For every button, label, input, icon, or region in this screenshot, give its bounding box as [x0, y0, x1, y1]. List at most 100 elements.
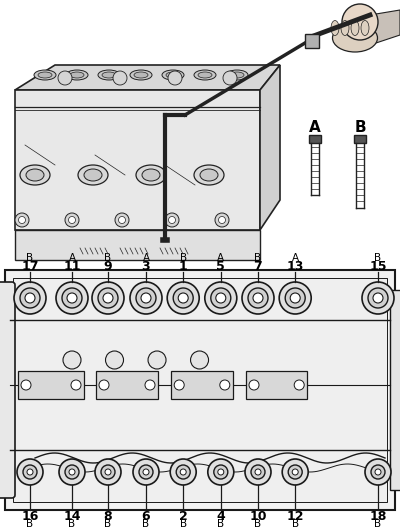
- Bar: [354, 135, 366, 143]
- Ellipse shape: [200, 169, 218, 181]
- Polygon shape: [15, 90, 260, 230]
- Circle shape: [248, 288, 268, 308]
- Text: A: A: [309, 120, 321, 136]
- Circle shape: [148, 351, 166, 369]
- Circle shape: [92, 282, 124, 314]
- Circle shape: [65, 465, 79, 479]
- Circle shape: [216, 293, 226, 303]
- Circle shape: [63, 351, 81, 369]
- Text: 8: 8: [104, 510, 112, 523]
- Circle shape: [255, 469, 261, 475]
- Circle shape: [205, 282, 237, 314]
- Text: 12: 12: [286, 510, 304, 523]
- Text: 13: 13: [286, 260, 304, 274]
- Bar: [96, 371, 158, 399]
- Text: B: B: [354, 120, 366, 136]
- Ellipse shape: [26, 169, 44, 181]
- Ellipse shape: [98, 70, 120, 80]
- Text: 15: 15: [369, 260, 387, 274]
- Text: A: A: [217, 253, 224, 263]
- Circle shape: [279, 282, 311, 314]
- Circle shape: [20, 288, 40, 308]
- Text: 6: 6: [142, 510, 150, 523]
- Bar: [390, 290, 400, 490]
- Circle shape: [253, 293, 263, 303]
- Circle shape: [223, 71, 237, 85]
- Circle shape: [368, 288, 388, 308]
- Circle shape: [173, 288, 193, 308]
- Circle shape: [220, 380, 230, 390]
- Circle shape: [106, 351, 124, 369]
- Bar: [246, 371, 307, 399]
- Circle shape: [21, 380, 31, 390]
- Text: B: B: [26, 519, 34, 528]
- Circle shape: [373, 293, 383, 303]
- Circle shape: [218, 216, 226, 223]
- Circle shape: [139, 465, 153, 479]
- Circle shape: [145, 380, 155, 390]
- Ellipse shape: [166, 72, 180, 78]
- Text: 5: 5: [216, 260, 225, 274]
- Circle shape: [143, 469, 149, 475]
- Circle shape: [242, 282, 274, 314]
- Circle shape: [65, 213, 79, 227]
- FancyBboxPatch shape: [0, 282, 15, 498]
- Circle shape: [18, 216, 26, 223]
- Text: 17: 17: [21, 260, 39, 274]
- Ellipse shape: [226, 70, 248, 80]
- Circle shape: [68, 216, 76, 223]
- Circle shape: [17, 459, 43, 485]
- Ellipse shape: [341, 21, 349, 35]
- Text: 16: 16: [21, 510, 39, 523]
- Ellipse shape: [84, 169, 102, 181]
- Circle shape: [58, 71, 72, 85]
- Text: 1: 1: [179, 260, 188, 274]
- Circle shape: [251, 465, 265, 479]
- Text: B: B: [374, 253, 382, 263]
- Text: 4: 4: [216, 510, 225, 523]
- Ellipse shape: [136, 165, 166, 185]
- Ellipse shape: [351, 21, 359, 35]
- Circle shape: [69, 469, 75, 475]
- Text: B: B: [374, 519, 382, 528]
- Circle shape: [282, 459, 308, 485]
- Circle shape: [95, 459, 121, 485]
- Circle shape: [15, 213, 29, 227]
- Circle shape: [62, 288, 82, 308]
- Circle shape: [14, 282, 46, 314]
- Circle shape: [371, 465, 385, 479]
- Circle shape: [141, 293, 151, 303]
- Bar: [5, 270, 395, 510]
- Circle shape: [168, 71, 182, 85]
- Ellipse shape: [198, 72, 212, 78]
- Bar: [15, 230, 260, 260]
- Circle shape: [165, 213, 179, 227]
- Circle shape: [115, 213, 129, 227]
- Circle shape: [170, 459, 196, 485]
- Text: A: A: [68, 253, 76, 263]
- Circle shape: [25, 293, 35, 303]
- Circle shape: [362, 282, 394, 314]
- Text: 11: 11: [63, 260, 81, 274]
- Text: 10: 10: [249, 510, 267, 523]
- Ellipse shape: [142, 169, 160, 181]
- Circle shape: [27, 469, 33, 475]
- Circle shape: [67, 293, 77, 303]
- Circle shape: [167, 282, 199, 314]
- Ellipse shape: [102, 72, 116, 78]
- Ellipse shape: [230, 72, 244, 78]
- Ellipse shape: [331, 21, 339, 35]
- Circle shape: [99, 380, 109, 390]
- Ellipse shape: [134, 72, 148, 78]
- Circle shape: [249, 380, 259, 390]
- Polygon shape: [260, 65, 280, 230]
- Text: 2: 2: [179, 510, 188, 523]
- Text: 7: 7: [254, 260, 262, 274]
- Circle shape: [211, 288, 231, 308]
- Circle shape: [215, 213, 229, 227]
- Text: B: B: [180, 519, 187, 528]
- Bar: [18, 371, 84, 399]
- Circle shape: [214, 465, 228, 479]
- Text: B: B: [104, 519, 112, 528]
- Ellipse shape: [162, 70, 184, 80]
